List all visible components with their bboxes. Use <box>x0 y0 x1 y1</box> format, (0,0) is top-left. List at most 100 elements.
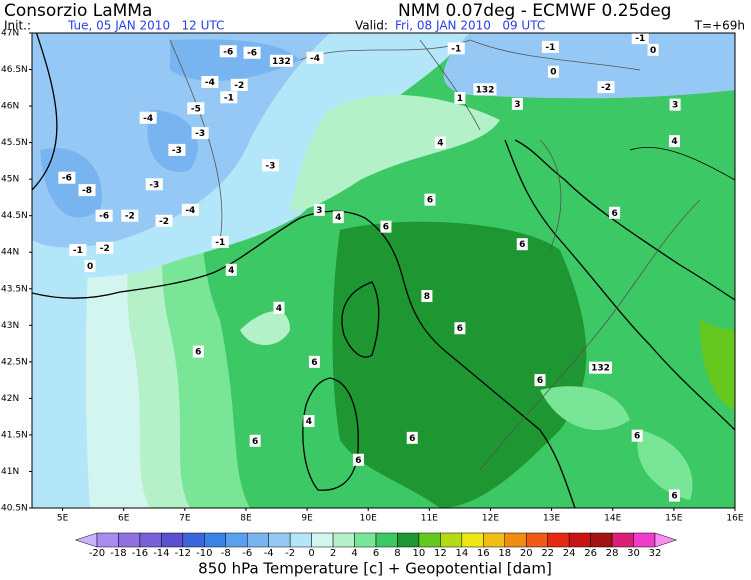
colorbar-label: -18 <box>110 548 126 559</box>
contour-label: 6 <box>634 432 640 442</box>
colorbar-box <box>268 532 291 548</box>
contour-label-box <box>454 92 466 105</box>
contour-label: -1 <box>224 93 234 103</box>
lon-label: 9E <box>301 514 313 524</box>
title: Consorzio LaMMa <box>4 1 152 21</box>
colorbar-label: 22 <box>541 548 554 559</box>
colorbar-label: 32 <box>649 548 662 559</box>
contour-label-box <box>308 355 320 368</box>
contour-label-box <box>516 238 528 251</box>
contour-label-box <box>84 260 96 273</box>
contour-label-box <box>589 361 613 374</box>
colorbar-under <box>74 532 98 548</box>
coast-croatia <box>514 139 735 301</box>
contour-label-box <box>192 345 204 358</box>
contour-label: 4 <box>306 417 312 427</box>
contour-label-box <box>424 193 436 206</box>
contour-label: 6 <box>311 358 317 368</box>
contour-label-box <box>95 209 113 222</box>
contour-label: 0 <box>650 46 656 56</box>
contour-label: -6 <box>247 49 257 59</box>
contour-label: 6 <box>355 456 361 466</box>
lat-label: 45.5N <box>1 138 28 148</box>
contour-label-box <box>211 236 229 248</box>
lead-time: T=+69h <box>694 19 745 33</box>
contour-label-box <box>669 98 681 111</box>
contour-label: -1 <box>635 34 645 44</box>
lon-label: 11E <box>421 514 438 524</box>
contour-label: -3 <box>265 161 275 171</box>
contour-label: 4 <box>228 266 234 276</box>
contour-label: -1 <box>451 44 461 54</box>
lon-label: 10E <box>360 514 377 524</box>
contour-label-box <box>454 322 466 335</box>
lat-label: 45N <box>1 175 19 185</box>
map-frame <box>31 32 736 509</box>
coast-adriatic <box>504 139 735 431</box>
contour-label-box <box>668 135 680 148</box>
colorbar-box <box>311 532 334 548</box>
contour-label: 4 <box>671 137 677 147</box>
contour-label-box <box>547 65 559 78</box>
colorbar-label: 20 <box>520 548 533 559</box>
colorbar-box <box>182 532 205 548</box>
contour-label: 8 <box>424 292 430 302</box>
contour-label: 6 <box>195 348 201 358</box>
colorbar-label: 24 <box>563 548 576 559</box>
contour-label: -3 <box>172 146 182 156</box>
colorbar-box <box>525 532 548 548</box>
colorbar-box <box>118 532 141 548</box>
contour-label: -2 <box>100 244 110 254</box>
lon-label: 12E <box>482 514 499 524</box>
contour-label-box <box>631 33 649 45</box>
colorbar-box <box>483 532 506 548</box>
contour-label-box <box>121 209 139 222</box>
contour-label-box <box>647 43 659 56</box>
colorbar-label: 30 <box>627 548 640 559</box>
colorbar-label: 2 <box>330 548 336 559</box>
field-sea-cool <box>240 311 290 345</box>
init-date: Tue, 05 JAN 2010 12 UTC <box>67 19 224 33</box>
contour-label: -4 <box>185 206 195 216</box>
contour-label-box <box>447 42 465 55</box>
colorbar-label: 28 <box>606 548 619 559</box>
contour-label: 6 <box>409 434 415 444</box>
contour-label: -4 <box>205 78 215 88</box>
contour-label: 132 <box>476 85 495 95</box>
colorbar-box <box>375 532 398 548</box>
contour-label-box <box>155 214 173 227</box>
contour-label: -1 <box>73 246 83 256</box>
lat-label: 46N <box>1 102 19 112</box>
contour-label-box <box>139 111 157 124</box>
colorbar-label: 12 <box>434 548 447 559</box>
contour-label: 6 <box>383 223 389 233</box>
contour-label-box <box>69 244 87 257</box>
contour-label: 3 <box>672 101 678 111</box>
contour-label-box <box>541 40 559 53</box>
contour-label: -2 <box>601 83 611 93</box>
contour-label: -1 <box>215 238 225 248</box>
contour-label: 0 <box>87 262 93 272</box>
contour-label-box <box>534 374 546 387</box>
colorbar-box <box>96 532 119 548</box>
axis-ticks: 47N 46.5N 46N 45.5N 45N 44.5N 44N 43.5N 43N 42.5N… <box>1 29 744 524</box>
sardinia <box>302 377 359 491</box>
coastlines <box>32 33 735 508</box>
contour-label: -4 <box>143 114 153 124</box>
field-po-valley <box>290 94 500 211</box>
colorbar-box <box>590 532 613 548</box>
contour-label: 1 <box>457 94 463 104</box>
contour-label-box <box>406 431 418 444</box>
colorbar-label: -6 <box>242 548 252 559</box>
contour-label-box <box>631 429 643 442</box>
contour-label-box <box>668 489 680 502</box>
colorbar-label: -12 <box>175 548 191 559</box>
contour-label-box <box>473 83 497 96</box>
contour-label-box <box>352 453 364 466</box>
contour-label-box <box>225 263 237 276</box>
colorbar-label: -10 <box>196 548 212 559</box>
init-label: Init.: <box>4 19 31 33</box>
colorbar-label: 10 <box>413 548 426 559</box>
